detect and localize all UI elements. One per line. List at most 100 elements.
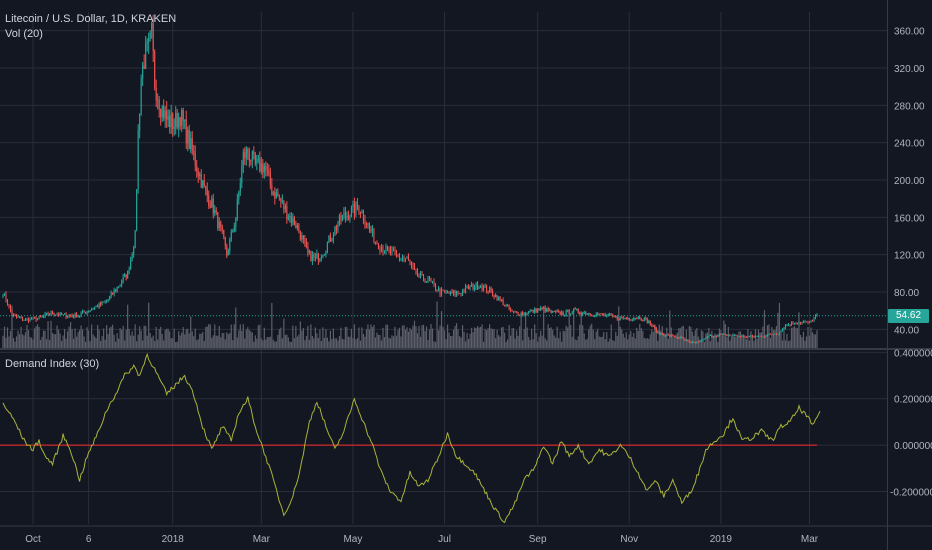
volume-bar <box>793 325 796 348</box>
volume-bar <box>687 339 689 348</box>
volume-bar <box>771 327 773 348</box>
volume-bar <box>184 334 186 348</box>
candle-body <box>226 245 228 256</box>
candle-body <box>486 285 488 292</box>
volume-bar <box>649 334 651 348</box>
volume-bar <box>143 325 145 348</box>
candle-body <box>338 215 340 225</box>
candle-body <box>574 308 576 310</box>
volume-bar <box>403 325 405 348</box>
candle-body <box>310 251 312 262</box>
volume-bar <box>344 326 347 348</box>
indicator-axis[interactable]: 0.400000 0.200000 0.000000 -0.200000 <box>890 348 932 498</box>
volume-bar <box>346 327 348 348</box>
volume-bar <box>238 330 240 348</box>
volume-bar <box>741 334 743 348</box>
volume-bar <box>319 329 321 348</box>
candle-body <box>365 224 367 226</box>
candle-body <box>385 246 387 253</box>
candle-body <box>395 252 398 255</box>
candle-body <box>501 299 503 301</box>
volume-bar <box>654 324 656 348</box>
volume-bar <box>175 341 177 348</box>
candle-body <box>304 239 306 243</box>
volume-bar <box>421 325 423 348</box>
candle-body <box>675 337 677 339</box>
volume-bar <box>389 338 392 348</box>
candle-body <box>652 325 654 327</box>
price-axis[interactable]: 360.00 320.00 280.00 240.00 200.00 160.00 120.… <box>894 27 925 337</box>
volume-bar <box>525 311 527 348</box>
candle-body <box>492 290 494 296</box>
candle-body <box>604 314 606 317</box>
candle-body <box>732 335 734 337</box>
candle-body <box>805 321 808 323</box>
candle-body <box>8 305 10 307</box>
candle-body <box>182 110 184 122</box>
candle-body <box>235 218 237 227</box>
volume-bar <box>181 332 183 348</box>
candle-body <box>47 313 49 315</box>
candle-body <box>91 309 93 311</box>
candle-body <box>110 292 112 297</box>
candle-body <box>768 333 770 335</box>
candle-body <box>9 306 12 312</box>
candle-body <box>221 226 223 231</box>
candle-body <box>149 31 151 39</box>
volume-bar <box>801 337 803 348</box>
volume-bar <box>511 328 513 348</box>
candle-body <box>792 322 794 325</box>
volume-bar <box>20 326 22 348</box>
candle-body <box>11 311 13 317</box>
candle-body <box>202 180 204 188</box>
volume-bar <box>744 336 746 348</box>
volume-bar <box>301 330 303 348</box>
candle-body <box>528 311 530 314</box>
candle-body <box>579 312 581 314</box>
candle-body <box>37 318 39 321</box>
candle-body <box>245 149 247 159</box>
volume-bar <box>221 332 223 348</box>
candle-body <box>295 225 297 229</box>
candle-body <box>619 317 621 321</box>
volume-bar <box>121 329 123 348</box>
candle-body <box>454 291 456 295</box>
volume-bar <box>68 326 70 348</box>
candle-body <box>203 180 205 187</box>
indicator-tick-label: -0.200000 <box>890 488 932 499</box>
volume-bar <box>520 313 522 348</box>
candle-body <box>269 172 271 185</box>
candle-body <box>2 295 4 297</box>
candle-body <box>469 286 471 290</box>
volume-bar <box>101 336 103 348</box>
volume-bar <box>2 335 4 348</box>
candle-body <box>161 106 163 118</box>
candle-body <box>176 112 178 128</box>
candle-body <box>615 316 617 318</box>
volume-bar <box>350 328 353 348</box>
volume-bar <box>308 339 310 348</box>
volume-bar <box>116 333 118 348</box>
time-axis[interactable]: Oct 6 2018 Mar May Jul Sep Nov 2019 Mar <box>25 534 819 545</box>
volume-bar <box>469 333 471 348</box>
volume-bar <box>501 327 503 348</box>
volume-bar <box>109 327 111 348</box>
volume-bar <box>685 329 687 348</box>
candle-body <box>209 205 211 208</box>
time-tick-label: Nov <box>620 534 638 545</box>
volume-bar <box>18 334 21 348</box>
volume-bar <box>185 329 187 348</box>
candle-body <box>723 333 725 335</box>
volume-bar <box>694 330 696 348</box>
volume-bar <box>323 337 325 348</box>
volume-bar <box>594 339 596 348</box>
candle-body <box>555 311 557 313</box>
volume-bar <box>591 323 593 348</box>
candle-body <box>109 296 111 300</box>
candle-body <box>660 333 662 335</box>
volume-bar <box>335 338 338 348</box>
volume-bar <box>395 335 398 348</box>
candle-body <box>40 316 42 318</box>
volume-bar <box>529 340 531 348</box>
